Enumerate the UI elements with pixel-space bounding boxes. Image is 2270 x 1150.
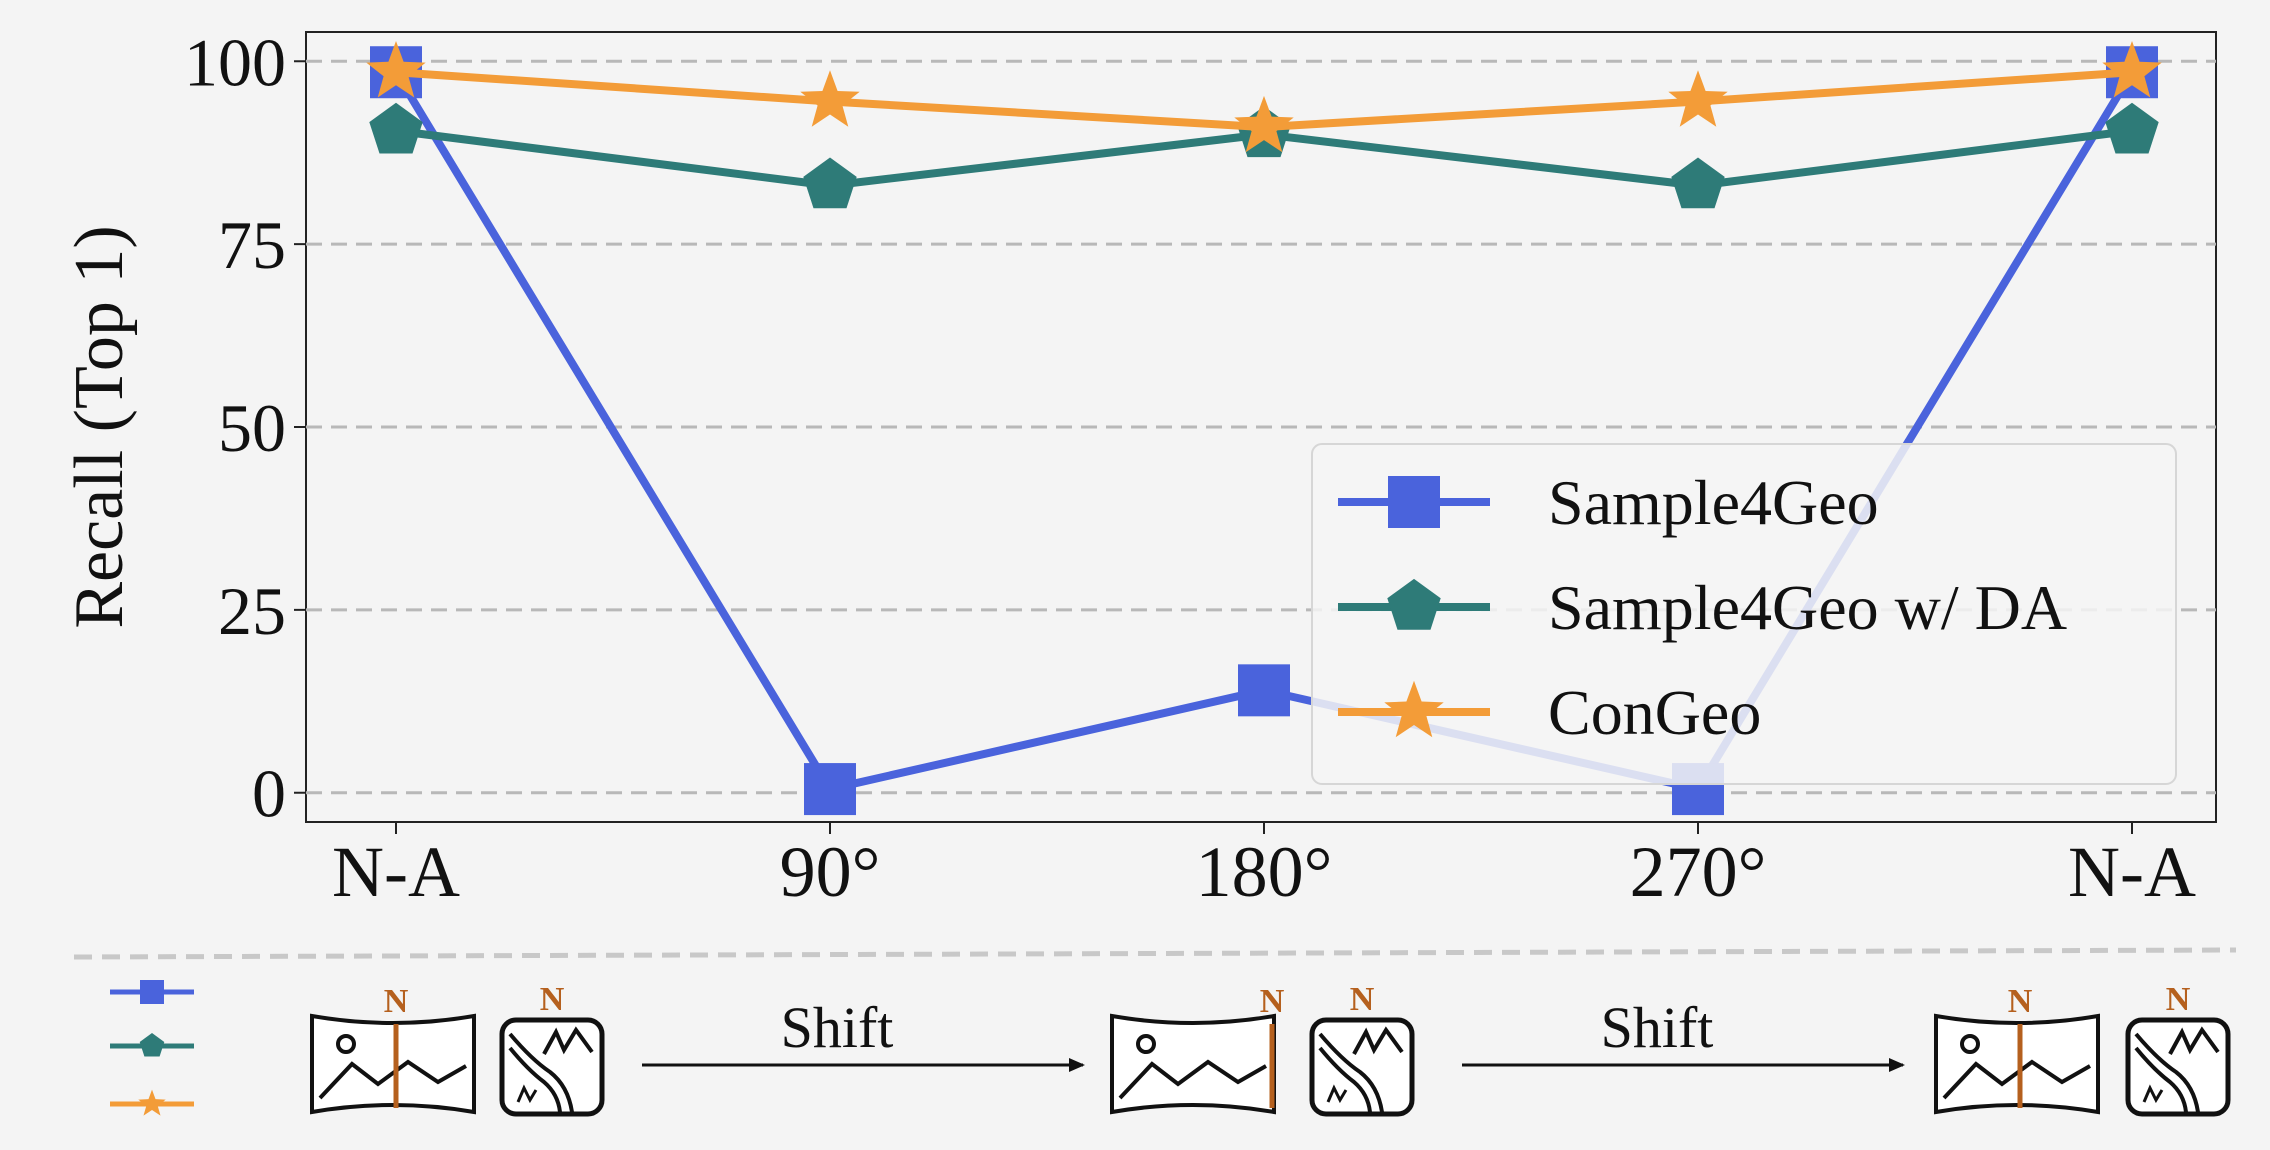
sun-shape bbox=[1960, 1034, 1980, 1054]
data-point bbox=[800, 70, 860, 127]
data-point bbox=[804, 763, 856, 816]
river-shape bbox=[2134, 1046, 2188, 1113]
panorama-frame bbox=[1934, 1013, 2100, 1115]
mountain-shape bbox=[1118, 1059, 1267, 1100]
section-divider bbox=[73, 947, 2237, 960]
data-point bbox=[366, 41, 426, 98]
y-tick-label: 25 bbox=[218, 573, 286, 649]
legend-label-sample4geo: Sample4Geo bbox=[1548, 467, 1879, 538]
schematic-legend-marker bbox=[138, 1089, 166, 1116]
y-axis-ticks: 0 25 50 75 100 bbox=[184, 24, 306, 832]
map-icon-3: N bbox=[2125, 981, 2231, 1117]
y-axis-label: Recall (Top 1) bbox=[61, 225, 138, 628]
x-tick-label: N-A bbox=[332, 832, 460, 912]
data-point bbox=[1671, 157, 1725, 209]
mountain-shape bbox=[1352, 1026, 1404, 1055]
schematic-legend bbox=[110, 980, 194, 1116]
legend-marker bbox=[1388, 476, 1440, 528]
north-label: N bbox=[384, 983, 409, 1020]
mountain-shape bbox=[542, 1026, 594, 1055]
legend-marker bbox=[1384, 680, 1444, 738]
hill-shape bbox=[516, 1084, 538, 1104]
x-tick-label: 180° bbox=[1196, 832, 1333, 912]
data-point bbox=[369, 102, 423, 154]
legend: Sample4Geo Sample4Geo w/ DA ConGeo bbox=[1311, 443, 2177, 785]
data-point bbox=[1668, 70, 1728, 127]
map-frame bbox=[2125, 1017, 2231, 1117]
map-frame bbox=[499, 1017, 605, 1117]
mountain-shape bbox=[1942, 1059, 2091, 1100]
grid-lines bbox=[306, 59, 2216, 795]
panorama-icon-3: N bbox=[1934, 983, 2100, 1115]
data-point bbox=[803, 157, 857, 209]
data-point bbox=[2102, 41, 2162, 98]
river-shape bbox=[1318, 1046, 1372, 1113]
legend-box bbox=[1311, 443, 2177, 785]
north-label: N bbox=[2166, 981, 2191, 1018]
legend-entries bbox=[1338, 476, 1490, 738]
legend-label-congeo: ConGeo bbox=[1548, 677, 1761, 748]
y-tick-label: 0 bbox=[252, 756, 286, 832]
shift-label-1: Shift bbox=[781, 995, 894, 1060]
y-tick-label: 75 bbox=[218, 207, 286, 283]
data-point bbox=[2105, 102, 2159, 154]
y-tick-label: 50 bbox=[218, 390, 286, 466]
map-icon-1: N bbox=[499, 981, 605, 1117]
sun-shape bbox=[1136, 1034, 1156, 1054]
river-shape bbox=[508, 1032, 574, 1113]
mountain-shape bbox=[318, 1059, 467, 1100]
panorama-icon-2: N bbox=[1110, 983, 1285, 1115]
mountain-shape bbox=[2168, 1026, 2220, 1055]
hill-shape bbox=[1326, 1084, 1348, 1104]
map-frame bbox=[1309, 1017, 1415, 1117]
x-tick-label: 270° bbox=[1630, 832, 1767, 912]
x-axis-ticks: N-A 90° 180° 270° N-A bbox=[332, 822, 2196, 912]
map-icon-2: N bbox=[1309, 981, 1415, 1117]
x-tick-label: N-A bbox=[2068, 832, 2196, 912]
data-point bbox=[1234, 95, 1294, 153]
north-label: N bbox=[1260, 983, 1285, 1020]
hill-shape bbox=[2142, 1084, 2164, 1104]
series-2 bbox=[366, 41, 2162, 153]
panorama-icon-1: N bbox=[310, 983, 476, 1115]
river-shape bbox=[1318, 1032, 1384, 1113]
panorama-frame bbox=[310, 1013, 476, 1115]
river-shape bbox=[2134, 1032, 2200, 1113]
data-point bbox=[1238, 664, 1290, 717]
river-shape bbox=[508, 1046, 562, 1113]
schematic-legend-marker bbox=[139, 1033, 165, 1057]
north-label: N bbox=[2008, 983, 2033, 1020]
legend-label-sample4geo-da: Sample4Geo w/ DA bbox=[1548, 572, 2067, 643]
schematic-legend-marker bbox=[140, 980, 164, 1004]
sun-shape bbox=[336, 1034, 356, 1054]
series-layer bbox=[366, 41, 2162, 816]
x-tick-label: 90° bbox=[780, 832, 881, 912]
north-label: N bbox=[1350, 981, 1375, 1018]
legend-marker bbox=[1387, 578, 1441, 630]
north-label: N bbox=[540, 981, 565, 1018]
shift-label-2: Shift bbox=[1601, 995, 1714, 1060]
y-tick-label: 100 bbox=[184, 24, 286, 100]
panorama-frame bbox=[1110, 1013, 1276, 1115]
